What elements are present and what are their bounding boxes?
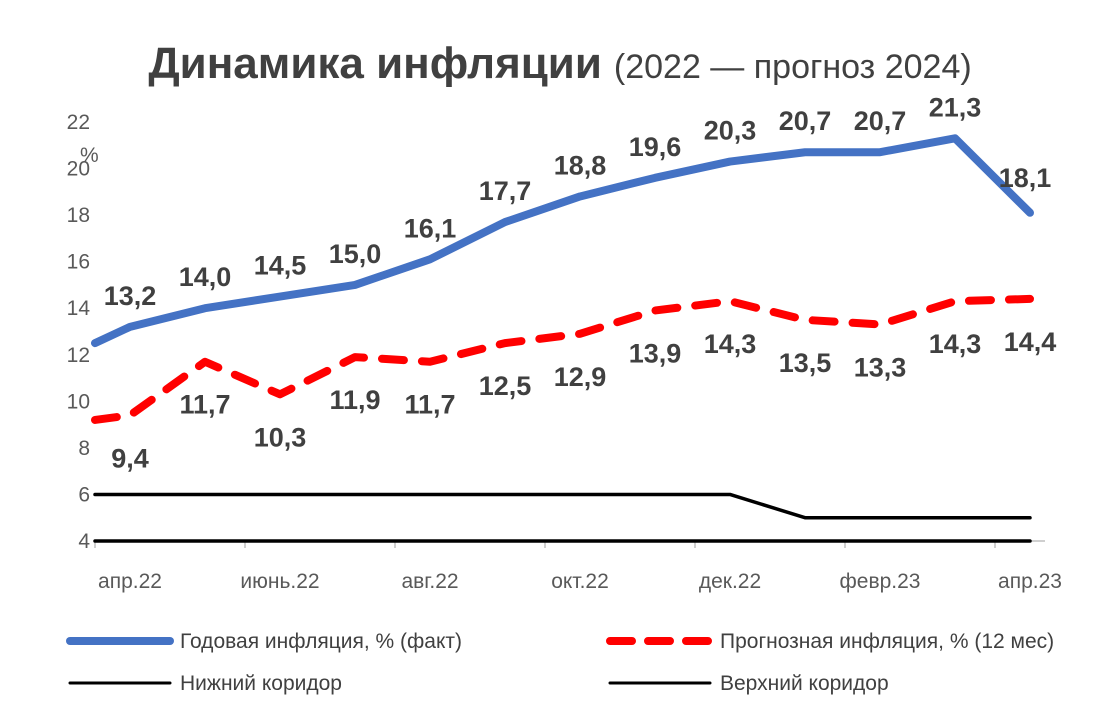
data-label: 14,5 xyxy=(254,251,307,281)
data-label: 17,7 xyxy=(479,176,532,206)
y-tick-label: 4 xyxy=(78,530,90,553)
x-tick-label: дек.22 xyxy=(699,570,761,593)
data-label: 18,1 xyxy=(999,163,1052,193)
data-label: 20,7 xyxy=(854,106,907,136)
data-label: 15,0 xyxy=(329,239,382,269)
x-tick-label: авг.22 xyxy=(401,570,458,593)
y-tick-label: 10 xyxy=(67,390,90,413)
data-label: 13,3 xyxy=(854,352,907,382)
data-label: 14,3 xyxy=(704,329,757,359)
data-label: 14,0 xyxy=(179,262,232,292)
series-line-1 xyxy=(91,294,1034,424)
data-label: 20,3 xyxy=(704,116,757,146)
x-tick-label: апр.23 xyxy=(998,570,1062,593)
y-tick-label: 16 xyxy=(67,251,90,274)
data-label: 20,7 xyxy=(779,106,832,136)
data-label: 14,3 xyxy=(929,329,982,359)
y-tick-label: 8 xyxy=(78,437,90,460)
data-label: 9,4 xyxy=(111,443,149,473)
y-axis-label: % xyxy=(80,144,99,167)
x-tick-label: окт.22 xyxy=(551,570,609,593)
series-line-0 xyxy=(91,134,1034,348)
data-label: 14,4 xyxy=(1004,327,1057,357)
legend-label-0: Годовая инфляция, % (факт) xyxy=(180,630,462,653)
legend-label-2: Нижний коридор xyxy=(180,672,342,695)
data-label: 13,9 xyxy=(629,339,682,369)
data-label: 19,6 xyxy=(629,132,682,162)
legend-label-3: Верхний коридор xyxy=(720,672,889,695)
data-label: 10,3 xyxy=(254,422,307,452)
legend-label-1: Прогнозная инфляция, % (12 мес) xyxy=(720,630,1054,653)
data-label: 18,8 xyxy=(554,150,607,180)
data-label: 11,7 xyxy=(404,390,455,420)
chart-title: Динамика инфляции xyxy=(148,39,602,88)
y-tick-label: 14 xyxy=(67,297,91,320)
y-tick-label: 20 xyxy=(67,158,90,181)
y-tick-label: 18 xyxy=(67,204,90,227)
data-label: 16,1 xyxy=(404,213,457,243)
data-label: 12,5 xyxy=(479,371,532,401)
data-label: 12,9 xyxy=(554,362,607,392)
chart-title-group: Динамика инфляции (2022 — прогноз 2024) xyxy=(148,39,971,88)
data-label: 11,9 xyxy=(329,385,380,415)
data-label: 13,5 xyxy=(779,348,832,378)
data-label: 21,3 xyxy=(929,92,982,122)
x-tick-label: февр.23 xyxy=(840,570,921,593)
x-tick-label: июнь.22 xyxy=(240,570,319,593)
data-label: 13,2 xyxy=(104,281,157,311)
y-tick-label: 12 xyxy=(67,344,90,367)
y-tick-label: 22 xyxy=(67,111,90,134)
chart-subtitle: (2022 — прогноз 2024) xyxy=(614,48,972,86)
y-tick-label: 6 xyxy=(78,483,90,506)
x-tick-label: апр.22 xyxy=(98,570,162,593)
series-line-3 xyxy=(93,492,1032,520)
data-label: 11,7 xyxy=(179,390,230,420)
